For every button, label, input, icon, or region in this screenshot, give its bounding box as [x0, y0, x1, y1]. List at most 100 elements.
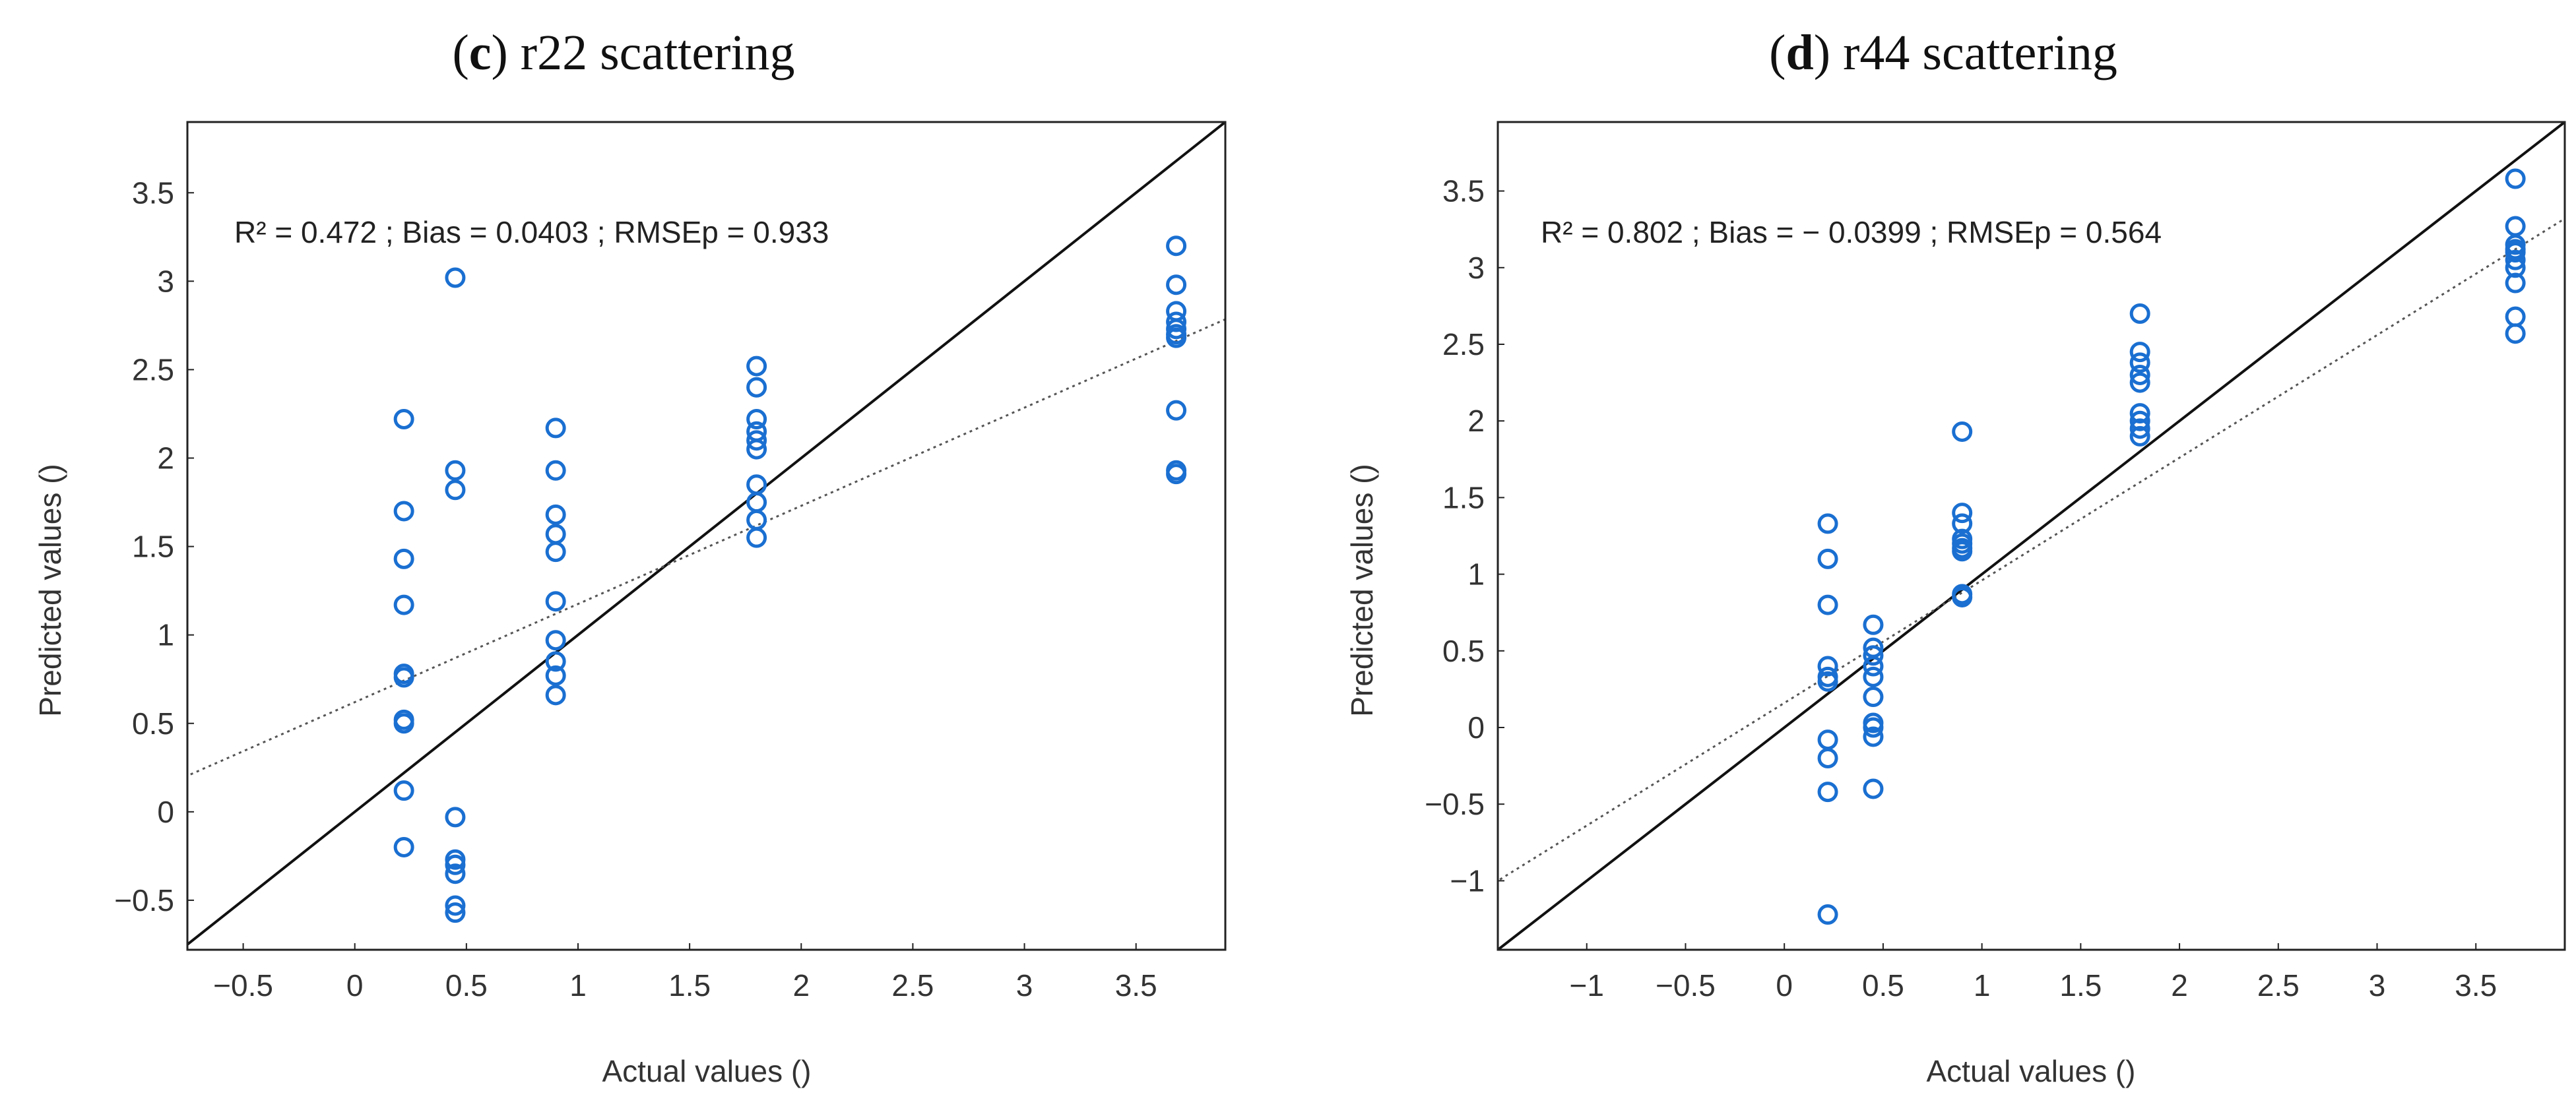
plot-area-d [1498, 122, 2565, 950]
data-point-c [393, 713, 414, 734]
data-point-d [1817, 671, 1838, 692]
data-point-c [445, 267, 466, 288]
data-point-d [1817, 656, 1838, 677]
x-axis-title-d: Actual values () [1926, 1054, 2135, 1088]
data-point-c [393, 780, 414, 801]
y-tick-label-c: 0 [157, 795, 174, 829]
data-point-c [545, 651, 566, 672]
data-point-c [746, 474, 767, 495]
y-tick-label-c: 3.5 [132, 175, 174, 210]
plot-frame-c [186, 121, 1227, 951]
data-point-d [2129, 425, 2150, 447]
data-point-d [2129, 342, 2150, 363]
data-point-d [2505, 216, 2526, 237]
data-point-c [445, 863, 466, 884]
x-tick-label-c: 0 [346, 968, 364, 1003]
data-point-d [2129, 418, 2150, 439]
data-point-d [1863, 726, 1884, 747]
y-tick-label-c: 1 [157, 618, 174, 652]
data-point-c [545, 504, 566, 525]
x-tick-label-d: 3 [2369, 968, 2386, 1003]
y-tick-label-d: −1 [1450, 863, 1485, 898]
data-point-d [1817, 782, 1838, 803]
y-tick-label-d: 1 [1467, 557, 1485, 592]
x-axis-title-c: Actual values () [602, 1054, 811, 1088]
y-tick-label-c: 3 [157, 264, 174, 298]
data-point-d [1817, 594, 1838, 615]
x-tick-labels-c: −0.5 0 0.5 1 1.5 2 2.5 3 3.5 [213, 943, 1157, 1003]
data-point-d [1863, 645, 1884, 666]
y-tick-label-d: 2.5 [1442, 327, 1485, 361]
data-point-d [2505, 272, 2526, 294]
data-point-c [445, 480, 466, 501]
data-point-c [545, 460, 566, 481]
data-point-c [393, 836, 414, 857]
x-tick-label-c: 1 [569, 968, 587, 1003]
identity-line-d [1498, 122, 2565, 950]
x-tick-label-c: 3 [1016, 968, 1033, 1003]
x-tick-label-d: −1 [1570, 968, 1604, 1003]
x-tick-label-d: 2 [2171, 968, 2188, 1003]
plot-frame-d [1497, 121, 2566, 951]
stats-annotation-d: R² = 0.802 ; Bias = − 0.0399 ; RMSEp = 0… [1541, 215, 2162, 249]
y-tick-labels-d: −1 −0.5 0 0.5 1 1.5 2 2.5 3 3.5 [1425, 174, 1504, 898]
data-point-d [2505, 323, 2526, 344]
data-point-d [2129, 403, 2150, 424]
data-point-c [445, 902, 466, 923]
x-tick-label-c: 2 [792, 968, 810, 1003]
data-point-d [1863, 666, 1884, 687]
x-tick-label-c: 2.5 [891, 968, 934, 1003]
data-point-c [545, 542, 566, 563]
data-point-c [746, 492, 767, 513]
x-tick-label-c: 0.5 [445, 968, 488, 1003]
y-axis-title-c: Predicted values () [33, 464, 67, 717]
x-tick-label-c: −0.5 [213, 968, 273, 1003]
data-point-c [746, 356, 767, 377]
data-point-d [1817, 904, 1838, 925]
y-tick-label-c: 0.5 [132, 706, 174, 741]
fit-line-d [1498, 217, 2565, 882]
data-point-c [1166, 327, 1187, 348]
data-point-c [393, 501, 414, 522]
stats-annotation-c: R² = 0.472 ; Bias = 0.0403 ; RMSEp = 0.9… [234, 215, 829, 249]
x-tick-label-d: 0 [1776, 968, 1793, 1003]
data-point-d [2505, 168, 2526, 189]
data-point-c [746, 439, 767, 460]
data-point-d [2505, 306, 2526, 327]
data-point-d [1952, 513, 1973, 534]
data-point-c [545, 418, 566, 439]
panel-d: (d) r44 scattering −1 −0.5 0 0.5 1 1.5 2 2.5 3 3.… [1345, 25, 2566, 1088]
data-point-d [1863, 778, 1884, 799]
data-point-c [393, 409, 414, 430]
data-point-d [1817, 548, 1838, 569]
panel-c: (c) r22 scattering −0.5 0 0.5 1 1.5 2 2.5 3 3.5 … [33, 25, 1227, 1088]
data-point-c [445, 895, 466, 916]
data-point-c [1166, 400, 1187, 421]
data-point-d [2129, 372, 2150, 393]
data-point-c [545, 591, 566, 612]
y-tick-label-d: 0.5 [1442, 634, 1485, 668]
data-point-c [393, 548, 414, 569]
data-point-d [1952, 503, 1973, 524]
data-point-c [445, 460, 466, 481]
y-tick-label-c: 1.5 [132, 530, 174, 564]
data-point-c [1166, 274, 1187, 295]
y-tick-label-c: 2.5 [132, 352, 174, 387]
data-point-d [2505, 242, 2526, 263]
data-point-d [1863, 717, 1884, 738]
data-point-c [445, 854, 466, 875]
data-point-d [2129, 352, 2150, 373]
data-point-d [2129, 303, 2150, 325]
data-point-d [1863, 656, 1884, 677]
data-point-d [1863, 687, 1884, 708]
data-point-d [2505, 249, 2526, 270]
data-point-c [445, 807, 466, 828]
x-tick-label-d: 1 [1974, 968, 1991, 1003]
y-tick-label-d: 3 [1467, 251, 1485, 285]
data-point-d [1952, 421, 1973, 442]
data-point-d [1952, 586, 1973, 607]
y-tick-label-d: 0 [1467, 710, 1485, 745]
chart-title-c: (c) r22 scattering [452, 25, 794, 80]
y-tick-label-c: 2 [157, 441, 174, 476]
